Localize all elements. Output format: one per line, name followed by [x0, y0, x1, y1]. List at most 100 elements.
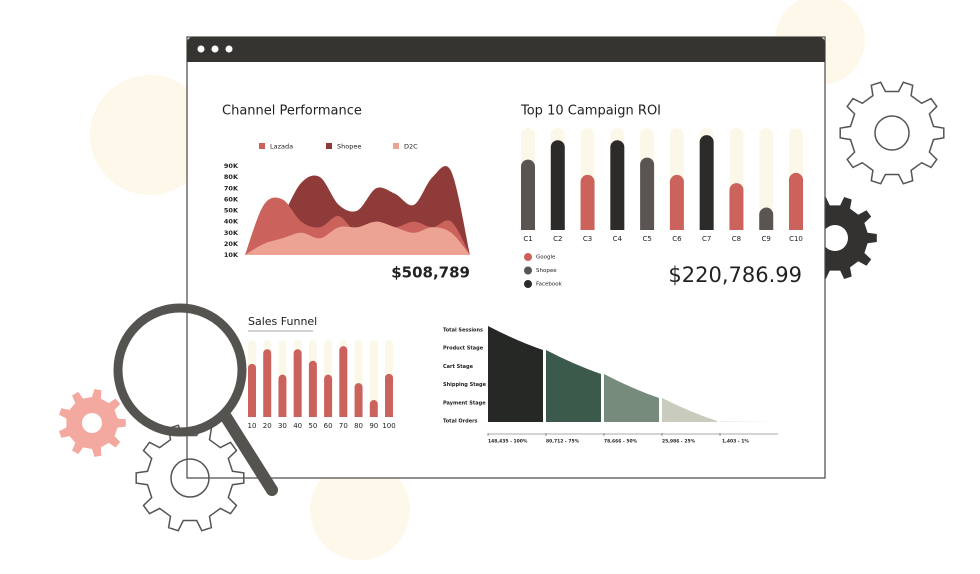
y-tick-label: 40K [224, 218, 239, 226]
bar [263, 349, 272, 417]
window-dot [197, 45, 205, 53]
stage-label: Product Stage [443, 346, 484, 352]
bar [324, 374, 333, 417]
magnifier-handle [220, 411, 278, 496]
funnel-segment [662, 398, 717, 422]
x-tick-label: 100 [382, 422, 395, 430]
bar [610, 140, 625, 230]
bar [248, 363, 256, 417]
y-tick-label: 50K [224, 207, 239, 215]
x-tick-label: 30 [278, 422, 287, 430]
bar [729, 183, 744, 230]
bar [699, 135, 714, 230]
blob [90, 75, 210, 195]
chart-title: Sales Funnel [248, 315, 317, 328]
x-tick-label: 50 [308, 422, 317, 430]
bar [339, 346, 348, 417]
y-tick-label: 60K [224, 195, 239, 203]
bar [669, 174, 684, 230]
funnel-segment [604, 374, 659, 422]
legend-label: Shopee [337, 143, 361, 151]
foreground-decor [113, 303, 278, 532]
x-tick-label: C8 [732, 235, 741, 243]
legend-marker [524, 266, 532, 275]
legend-marker [524, 280, 532, 288]
gear [59, 389, 126, 457]
legend-marker [524, 253, 532, 261]
legend-label: Lazada [270, 143, 293, 151]
magnifier-lens [113, 303, 247, 437]
legend-label: Facebook [536, 282, 563, 288]
x-tick-label: 20 [263, 422, 272, 430]
window-titlebar [187, 52, 825, 62]
legend-swatch [326, 143, 332, 149]
y-tick-label: 20K [224, 240, 239, 248]
background-decor [90, 0, 865, 560]
window-dot [225, 45, 233, 53]
funnel-segment [720, 421, 778, 422]
gear [839, 81, 945, 185]
x-tick-label: 10 [248, 422, 257, 430]
x-tick-label: 40 [293, 422, 302, 430]
x-tick-label: C6 [672, 235, 682, 243]
x-tick-label: 80 [354, 422, 363, 430]
x-tick-label: C7 [702, 235, 711, 243]
x-tick-label: 90 [369, 422, 378, 430]
area [245, 221, 470, 255]
chart-title: Channel Performance [222, 104, 362, 119]
legend-label: Shopee [536, 268, 557, 274]
legend-label: D2C [404, 143, 418, 151]
y-tick-label: 30K [224, 229, 239, 237]
bar-track [369, 340, 378, 417]
blob [310, 460, 410, 560]
window-dot [211, 45, 219, 53]
x-tick-label: C3 [583, 235, 592, 243]
total-value: $508,789 [391, 264, 470, 282]
legend-swatch [259, 143, 265, 149]
x-tick-label: 60 [324, 422, 333, 430]
stage-label: Payment Stage [443, 400, 486, 406]
y-tick-label: 10K [224, 251, 239, 259]
bar [308, 360, 317, 417]
funnel-segment [546, 350, 601, 422]
total-value: $220,786.99 [668, 263, 802, 287]
stage-label: Cart Stage [443, 364, 474, 370]
bar [385, 373, 393, 417]
x-tick-label: C2 [553, 235, 562, 243]
x-tick-label: C10 [789, 235, 803, 243]
value-label: 78,666 - 50% [604, 439, 638, 445]
bar [293, 349, 302, 417]
bar [789, 172, 804, 230]
legend-swatch [393, 143, 399, 149]
value-label: 25,986 - 25% [662, 439, 696, 445]
bar [354, 383, 363, 417]
stage-label: Shipping Stage [443, 382, 487, 388]
x-tick-label: C9 [762, 235, 771, 243]
x-tick-label: C4 [613, 235, 623, 243]
bar [759, 207, 774, 230]
bar [580, 174, 595, 230]
stage-label: Total Orders [443, 419, 478, 425]
y-tick-label: 70K [224, 184, 239, 192]
y-tick-label: 90K [224, 162, 239, 170]
x-tick-label: 70 [339, 422, 348, 430]
bar [521, 159, 535, 230]
funnel-segment [488, 326, 543, 422]
bar [550, 140, 565, 230]
value-label: 148,435 - 100% [488, 439, 528, 445]
bar [278, 374, 287, 417]
bar [640, 157, 655, 230]
value-label: 1,403 - 1% [722, 439, 749, 445]
x-tick-label: C5 [642, 235, 651, 243]
stage-label: Total Sessions [443, 328, 483, 334]
x-tick-label: C1 [523, 235, 532, 243]
legend-label: Google [536, 255, 556, 261]
y-tick-label: 80K [224, 173, 239, 181]
bar [369, 400, 378, 417]
charts: 10K 20K 30K 40K 50K 60K 70K 80K 90K Lazada Shopee D… [224, 128, 804, 445]
bar-track [759, 128, 774, 230]
chart-title: Top 10 Campaign ROI [520, 104, 661, 119]
value-label: 80,712 - 75% [546, 439, 580, 445]
